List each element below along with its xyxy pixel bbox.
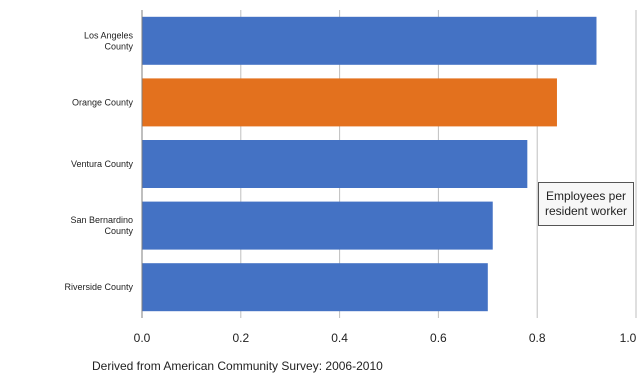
source-note: Derived from American Community Survey: …: [92, 359, 383, 373]
x-tick-label: 0.0: [134, 331, 151, 345]
bar: [142, 78, 557, 127]
bar: [142, 263, 488, 312]
category-label: Ventura County: [71, 159, 134, 169]
category-label: San Bernardino County: [70, 215, 133, 236]
x-tick-labels: 0.0 0.2 0.4 0.6 0.8 1.0: [134, 331, 637, 345]
chart-annotation: Employees per resident worker: [538, 182, 634, 226]
category-label: Orange County: [72, 97, 134, 107]
bar: [142, 16, 597, 65]
bar: [142, 201, 493, 250]
x-tick-label: 0.4: [331, 331, 348, 345]
x-tick-label: 0.6: [430, 331, 447, 345]
annotation-line-2: resident worker: [544, 204, 628, 218]
annotation-line-1: Employees per: [545, 189, 627, 203]
x-tick-label: 1.0: [620, 331, 637, 345]
bar: [142, 140, 528, 188]
bars: [142, 16, 597, 312]
x-tick-label: 0.2: [232, 331, 249, 345]
category-labels: Los Angeles County Orange County Ventura Co…: [64, 30, 133, 292]
category-label: Los Angeles County: [84, 30, 134, 51]
x-tick-label: 0.8: [529, 331, 546, 345]
category-label: Riverside County: [64, 282, 133, 292]
